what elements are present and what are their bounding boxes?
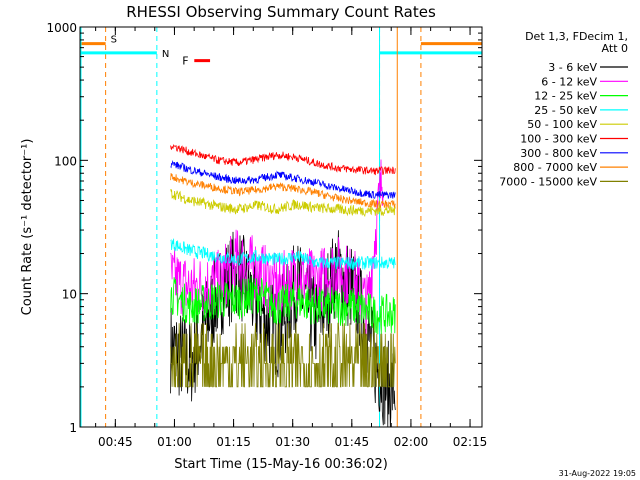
- series-group: [170, 143, 396, 428]
- x-tick-label: 01:15: [216, 435, 251, 449]
- legend-label: 7000 - 15000 keV: [499, 175, 597, 188]
- flag-label: N: [162, 49, 169, 60]
- x-tick-label: 00:45: [98, 435, 133, 449]
- series-line-300-800kev: [170, 160, 396, 199]
- x-tick-label: 01:30: [275, 435, 310, 449]
- legend-header-line-2: Att 0: [602, 42, 628, 55]
- x-tick-label: 02:15: [453, 435, 488, 449]
- chart-title: RHESSI Observing Summary Count Rates: [126, 3, 436, 21]
- legend-label: 12 - 25 keV: [534, 90, 597, 103]
- y-tick-label: 10: [62, 288, 77, 302]
- legend-label: 25 - 50 keV: [534, 104, 597, 117]
- legend-label: 300 - 800 keV: [520, 147, 597, 160]
- legend-label: 50 - 100 keV: [527, 118, 597, 131]
- legend-label: 100 - 300 keV: [520, 133, 597, 146]
- footer-date: 31-Aug-2022 19:05: [559, 469, 636, 478]
- y-axis-label: Count Rate (s⁻¹ detector⁻¹): [20, 139, 35, 316]
- flag-label: S: [111, 35, 117, 46]
- flare-marker-label: F: [182, 55, 188, 68]
- series-line-7000-15000kev: [170, 322, 396, 388]
- y-tick-label: 1000: [46, 21, 77, 35]
- series-line-800-7000kev: [170, 172, 396, 210]
- legend-header-line-1: Det 1,3, FDecim 1,: [525, 30, 628, 43]
- x-tick-label: 02:00: [394, 435, 429, 449]
- legend-label: 6 - 12 keV: [541, 75, 597, 88]
- series-line-25-50kev: [170, 238, 396, 271]
- series-line-12-25kev: [170, 276, 396, 335]
- x-axis: 00:45 01:00 01:15 01:30 01:45 02:00 02:15: [95, 27, 488, 449]
- x-tick-label: 01:00: [157, 435, 192, 449]
- legend-label: 800 - 7000 keV: [513, 161, 597, 174]
- plot-frame: [79, 26, 483, 428]
- flag-lines: SN: [80, 27, 482, 427]
- y-tick-label: 1: [69, 421, 77, 435]
- y-axis: 1 10 100 1000: [46, 21, 482, 435]
- series-line-50-100kev: [170, 189, 396, 218]
- legend-label: 3 - 6 keV: [548, 61, 597, 74]
- x-tick-label: 01:45: [335, 435, 370, 449]
- series-line-100-300kev: [170, 143, 396, 176]
- y-tick-label: 100: [54, 154, 77, 168]
- x-axis-label: Start Time (15-May-16 00:36:02): [174, 457, 388, 472]
